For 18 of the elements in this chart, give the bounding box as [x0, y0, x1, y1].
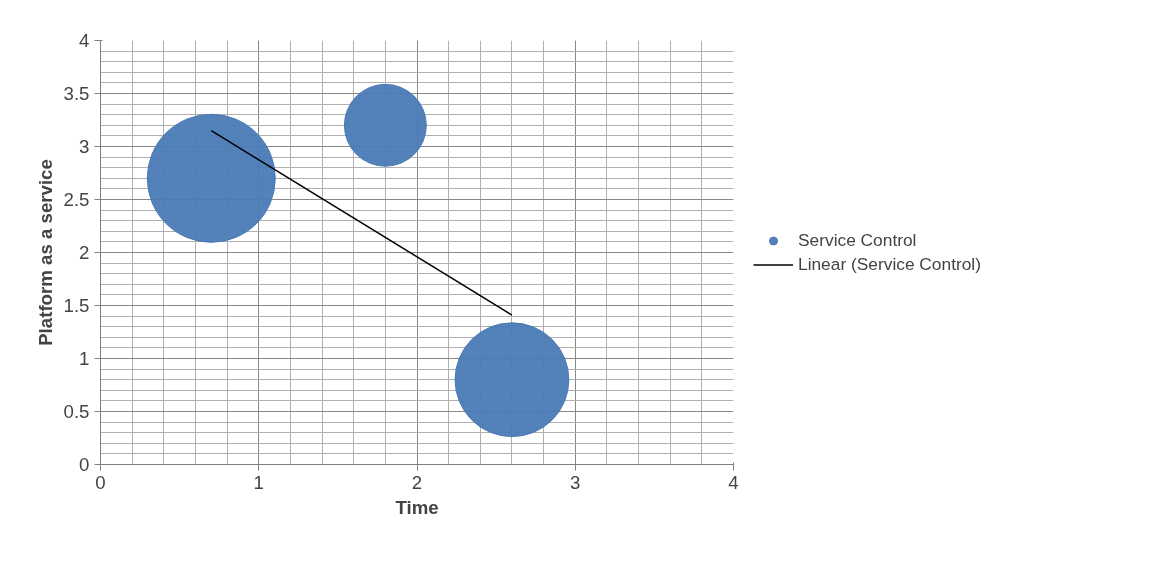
y-tick-label: 0.5 — [63, 401, 90, 422]
y-tick-label: 0 — [79, 454, 90, 475]
x-tick-label: 4 — [728, 471, 739, 493]
legend-label: Service Control — [798, 229, 917, 251]
y-axis-title: Platform as a service — [34, 159, 56, 346]
x-axis-title: Time — [395, 496, 439, 518]
y-tick-label: 2 — [79, 242, 90, 263]
y-tick-label: 3.5 — [63, 83, 90, 104]
y-tick-label: 1.5 — [63, 295, 90, 316]
x-tick-label: 1 — [253, 471, 264, 493]
y-tick-label: 1 — [79, 348, 90, 369]
x-tick-label: 0 — [95, 471, 106, 493]
y-tick-label: 4 — [79, 30, 90, 51]
y-tick-label: 3 — [79, 136, 90, 157]
x-tick-label: 3 — [570, 471, 581, 493]
legend-label: Linear (Service Control) — [798, 253, 981, 275]
x-tick-label: 2 — [411, 471, 423, 493]
y-tick-label: 2.5 — [63, 189, 90, 210]
